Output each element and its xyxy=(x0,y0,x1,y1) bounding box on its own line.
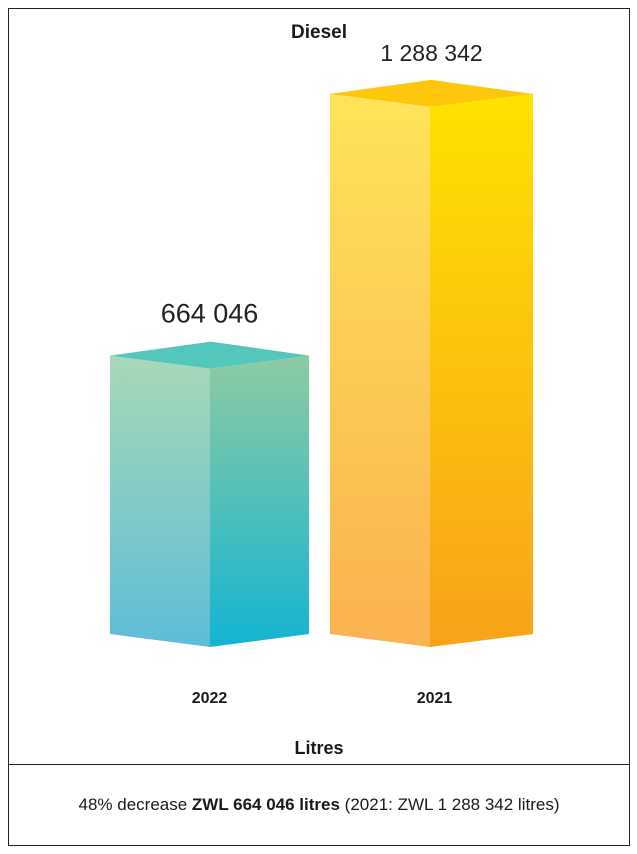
bar-front-face-2021 xyxy=(330,93,430,647)
bar-2021 xyxy=(330,79,533,647)
category-label-2021: 2021 xyxy=(417,690,453,707)
category-label-2022: 2022 xyxy=(192,690,228,707)
bar-top-face-2022 xyxy=(110,341,309,369)
bar-2022 xyxy=(110,341,309,647)
footer-summary: 48% decrease ZWL 664 046 litres (2021: Z… xyxy=(9,765,629,845)
footer-suffix: (2021: ZWL 1 288 342 litres) xyxy=(339,795,560,814)
bar-chart: 664 046 2022 1 288 342 2021 xyxy=(110,40,533,707)
footer-highlight: ZWL 664 046 litres xyxy=(191,795,340,814)
data-label-2022: 664 046 xyxy=(161,299,259,329)
y-axis-unit-label: Litres xyxy=(294,738,344,758)
bar-side-face-2022 xyxy=(210,355,309,647)
bars-layer: 664 046 2022 1 288 342 2021 xyxy=(110,40,533,707)
bar-top-face-2021 xyxy=(330,79,533,107)
chart-title: Diesel xyxy=(291,22,347,43)
footer-divider xyxy=(8,764,630,765)
bar-side-face-2021 xyxy=(430,93,533,647)
bar-front-face-2022 xyxy=(110,355,210,647)
data-label-2021: 1 288 342 xyxy=(380,40,482,66)
footer-prefix: 48% decrease xyxy=(78,795,192,814)
chart-frame xyxy=(8,8,630,846)
